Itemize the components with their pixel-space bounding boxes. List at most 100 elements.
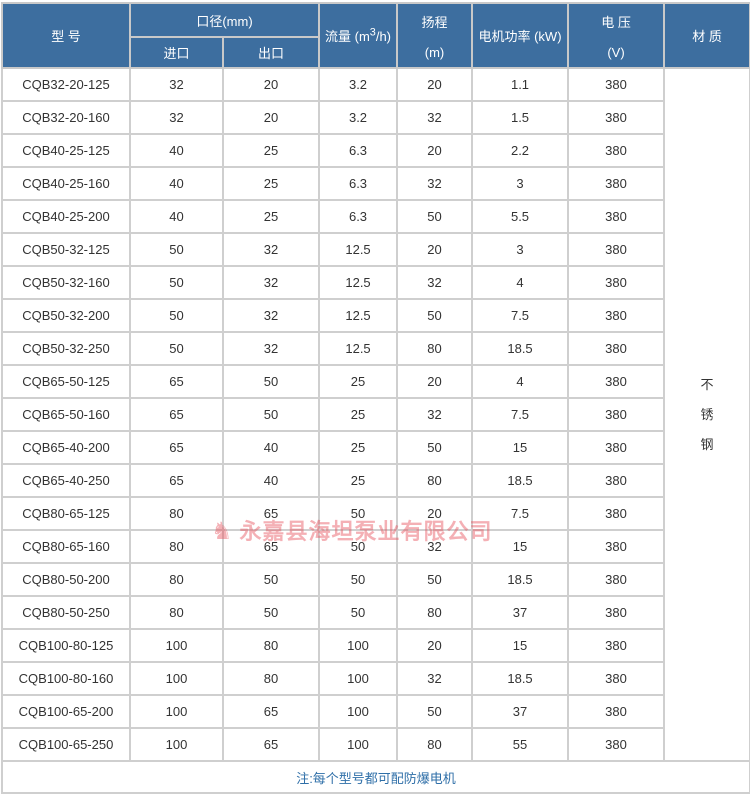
cell-power: 1.5 [471,100,570,135]
cell-inlet: 32 [129,100,224,135]
cell-inlet: 50 [129,232,224,267]
material-char: 钢 [700,436,714,452]
cell-flow: 100 [318,661,399,696]
table-row: CQB65-50-160 65 50 25 32 7.5 380 [1,397,750,432]
cell-power: 4 [471,364,570,399]
cell-power: 7.5 [471,397,570,432]
cell-model: CQB80-50-200 [1,562,131,597]
cell-head: 20 [396,364,474,399]
cell-head: 32 [396,100,474,135]
cell-inlet: 40 [129,133,224,168]
table-row: CQB80-50-250 80 50 50 80 37 380 [1,595,750,630]
header-flow: 流量 (m3/h) [318,2,399,69]
cell-flow: 12.5 [318,331,399,366]
cell-inlet: 40 [129,166,224,201]
cell-head: 32 [396,661,474,696]
table-row: CQB100-65-200 100 65 100 50 37 380 [1,694,750,729]
cell-inlet: 65 [129,463,224,498]
cell-voltage: 380 [567,199,666,234]
cell-model: CQB50-32-125 [1,232,131,267]
cell-outlet: 32 [221,331,321,366]
cell-flow: 50 [318,529,399,564]
cell-inlet: 80 [129,562,224,597]
cell-head: 20 [396,628,474,663]
cell-flow: 12.5 [318,232,399,267]
cell-voltage: 380 [567,430,666,465]
table-row: CQB100-80-125 100 80 100 20 15 380 [1,628,750,663]
header-power: 电机功率 (kW) [471,2,570,69]
cell-voltage: 380 [567,67,666,102]
cell-model: CQB32-20-125 [1,67,131,102]
cell-flow: 100 [318,628,399,663]
header-head: 扬程 (m) [396,2,474,69]
cell-power: 37 [471,595,570,630]
cell-power: 37 [471,694,570,729]
table-row: CQB50-32-160 50 32 12.5 32 4 380 [1,265,750,300]
cell-inlet: 100 [129,727,224,762]
material-char: 不 [700,376,714,392]
cell-head: 50 [396,298,474,333]
header-head-unit: (m) [424,44,445,60]
cell-flow: 12.5 [318,265,399,300]
cell-flow: 3.2 [318,100,399,135]
table-row: CQB65-40-250 65 40 25 80 18.5 380 [1,463,750,498]
cell-voltage: 380 [567,265,666,300]
cell-power: 18.5 [471,562,570,597]
table-row: CQB65-40-200 65 40 25 50 15 380 [1,430,750,465]
cell-head: 32 [396,166,474,201]
cell-power: 18.5 [471,463,570,498]
cell-voltage: 380 [567,628,666,663]
cell-power: 15 [471,628,570,663]
header-voltage: 电 压 (V) [567,2,666,69]
cell-voltage: 380 [567,661,666,696]
cell-model: CQB80-65-160 [1,529,131,564]
cell-outlet: 50 [221,397,321,432]
material-char: 锈 [700,406,714,422]
cell-head: 20 [396,232,474,267]
cell-outlet: 32 [221,298,321,333]
cell-outlet: 40 [221,463,321,498]
cell-outlet: 25 [221,166,321,201]
cell-outlet: 50 [221,562,321,597]
cell-voltage: 380 [567,166,666,201]
cell-inlet: 80 [129,529,224,564]
cell-head: 80 [396,727,474,762]
cell-head: 32 [396,529,474,564]
cell-flow: 25 [318,463,399,498]
table-row: CQB50-32-125 50 32 12.5 20 3 380 [1,232,750,267]
cell-inlet: 40 [129,199,224,234]
cell-model: CQB100-80-160 [1,661,131,696]
cell-head: 80 [396,595,474,630]
footnote: 注:每个型号都可配防爆电机 [0,760,750,794]
cell-head: 50 [396,694,474,729]
cell-model: CQB50-32-250 [1,331,131,366]
cell-power: 15 [471,529,570,564]
cell-inlet: 100 [129,661,224,696]
cell-flow: 25 [318,430,399,465]
cell-outlet: 25 [221,133,321,168]
cell-head: 20 [396,496,474,531]
table-row: CQB40-25-160 40 25 6.3 32 3 380 [1,166,750,201]
cell-model: CQB40-25-160 [1,166,131,201]
table-row: CQB80-65-125 80 65 50 20 7.5 380 [1,496,750,531]
cell-inlet: 50 [129,331,224,366]
table-row: CQB32-20-160 32 20 3.2 32 1.5 380 [1,100,750,135]
cell-voltage: 380 [567,133,666,168]
cell-head: 80 [396,463,474,498]
cell-model: CQB100-65-250 [1,727,131,762]
cell-outlet: 25 [221,199,321,234]
cell-flow: 6.3 [318,199,399,234]
cell-power: 3 [471,166,570,201]
cell-flow: 100 [318,727,399,762]
cell-outlet: 50 [221,595,321,630]
cell-inlet: 80 [129,595,224,630]
header-outlet: 出口 [221,36,321,69]
cell-model: CQB65-50-125 [1,364,131,399]
cell-inlet: 32 [129,67,224,102]
cell-power: 1.1 [471,67,570,102]
cell-flow: 25 [318,397,399,432]
cell-head: 50 [396,199,474,234]
table-row: CQB80-65-160 80 65 50 32 15 380 [1,529,750,564]
cell-power: 7.5 [471,298,570,333]
